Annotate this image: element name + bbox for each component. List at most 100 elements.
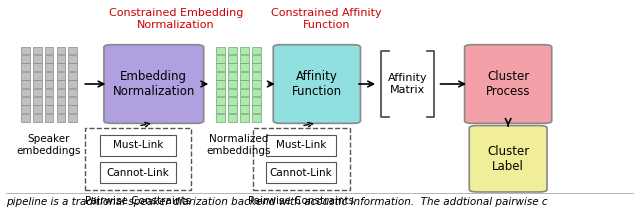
Bar [216, 72, 225, 79]
Bar [228, 63, 237, 71]
Bar [45, 89, 54, 96]
Bar [45, 105, 54, 113]
Bar [68, 97, 77, 105]
Bar [21, 105, 29, 113]
Bar [68, 63, 77, 71]
Bar [228, 105, 237, 113]
Bar [33, 55, 42, 63]
Text: Affinity
Matrix: Affinity Matrix [388, 73, 428, 95]
Bar [68, 80, 77, 88]
Bar [240, 89, 249, 96]
Bar [45, 97, 54, 105]
Bar [33, 80, 42, 88]
Bar [45, 47, 54, 54]
Bar [21, 63, 29, 71]
Bar [45, 80, 54, 88]
Text: Constrained Embedding
Normalization: Constrained Embedding Normalization [109, 8, 243, 30]
Text: Cannot-Link: Cannot-Link [270, 168, 333, 178]
Bar [252, 105, 260, 113]
Bar [68, 89, 77, 96]
Bar [45, 114, 54, 121]
Text: pipeline is a traditional speaker diarization backend with acoustic information.: pipeline is a traditional speaker diariz… [6, 197, 548, 207]
Bar [68, 47, 77, 54]
Bar [216, 105, 225, 113]
Bar [100, 162, 177, 183]
Bar [21, 114, 29, 121]
Bar [252, 97, 260, 105]
Text: Affinity
Function: Affinity Function [292, 70, 342, 98]
Bar [252, 63, 260, 71]
Bar [45, 63, 54, 71]
Bar [33, 97, 42, 105]
Text: Speaker
embeddings: Speaker embeddings [17, 134, 81, 156]
Bar [228, 47, 237, 54]
Text: Cluster
Label: Cluster Label [487, 145, 529, 173]
Bar [216, 89, 225, 96]
Bar [33, 89, 42, 96]
Bar [216, 55, 225, 63]
Bar [216, 97, 225, 105]
Bar [252, 114, 260, 121]
FancyBboxPatch shape [273, 45, 360, 123]
Bar [240, 80, 249, 88]
Bar [228, 55, 237, 63]
Bar [33, 114, 42, 121]
Bar [68, 55, 77, 63]
Bar [228, 72, 237, 79]
Bar [240, 47, 249, 54]
Bar [21, 47, 29, 54]
Bar [216, 63, 225, 71]
Bar [33, 72, 42, 79]
Text: Pairwise Constraints: Pairwise Constraints [85, 196, 191, 206]
Bar [56, 114, 65, 121]
Bar [240, 105, 249, 113]
Bar [216, 114, 225, 121]
Text: Must-Link: Must-Link [113, 140, 163, 150]
Bar [21, 89, 29, 96]
Bar [56, 55, 65, 63]
Bar [45, 72, 54, 79]
Bar [266, 162, 336, 183]
Bar [252, 47, 260, 54]
Bar [228, 89, 237, 96]
Bar [216, 47, 225, 54]
Bar [21, 72, 29, 79]
Text: Must-Link: Must-Link [276, 140, 326, 150]
FancyBboxPatch shape [465, 45, 552, 123]
Bar [68, 72, 77, 79]
Bar [33, 47, 42, 54]
Bar [253, 128, 350, 190]
Bar [252, 55, 260, 63]
Bar [228, 97, 237, 105]
Bar [228, 80, 237, 88]
Bar [21, 80, 29, 88]
Bar [240, 114, 249, 121]
Bar [252, 80, 260, 88]
FancyBboxPatch shape [469, 126, 547, 192]
Bar [252, 89, 260, 96]
Text: Cannot-Link: Cannot-Link [107, 168, 170, 178]
Bar [68, 114, 77, 121]
Bar [228, 114, 237, 121]
Text: Cluster
Process: Cluster Process [486, 70, 531, 98]
Bar [56, 97, 65, 105]
Bar [56, 63, 65, 71]
Bar [56, 80, 65, 88]
Bar [21, 55, 29, 63]
FancyBboxPatch shape [104, 45, 204, 123]
Text: Constrained Affinity
Function: Constrained Affinity Function [271, 8, 381, 30]
Bar [266, 135, 336, 156]
Bar [56, 47, 65, 54]
Bar [240, 97, 249, 105]
Bar [84, 128, 191, 190]
Bar [252, 72, 260, 79]
Bar [216, 80, 225, 88]
Bar [100, 135, 177, 156]
Bar [45, 55, 54, 63]
Text: Embedding
Normalization: Embedding Normalization [113, 70, 195, 98]
Bar [33, 63, 42, 71]
Text: Pairwise Constraints: Pairwise Constraints [248, 196, 355, 206]
Bar [240, 63, 249, 71]
Bar [56, 72, 65, 79]
Text: Normalized
embeddings: Normalized embeddings [206, 134, 271, 156]
